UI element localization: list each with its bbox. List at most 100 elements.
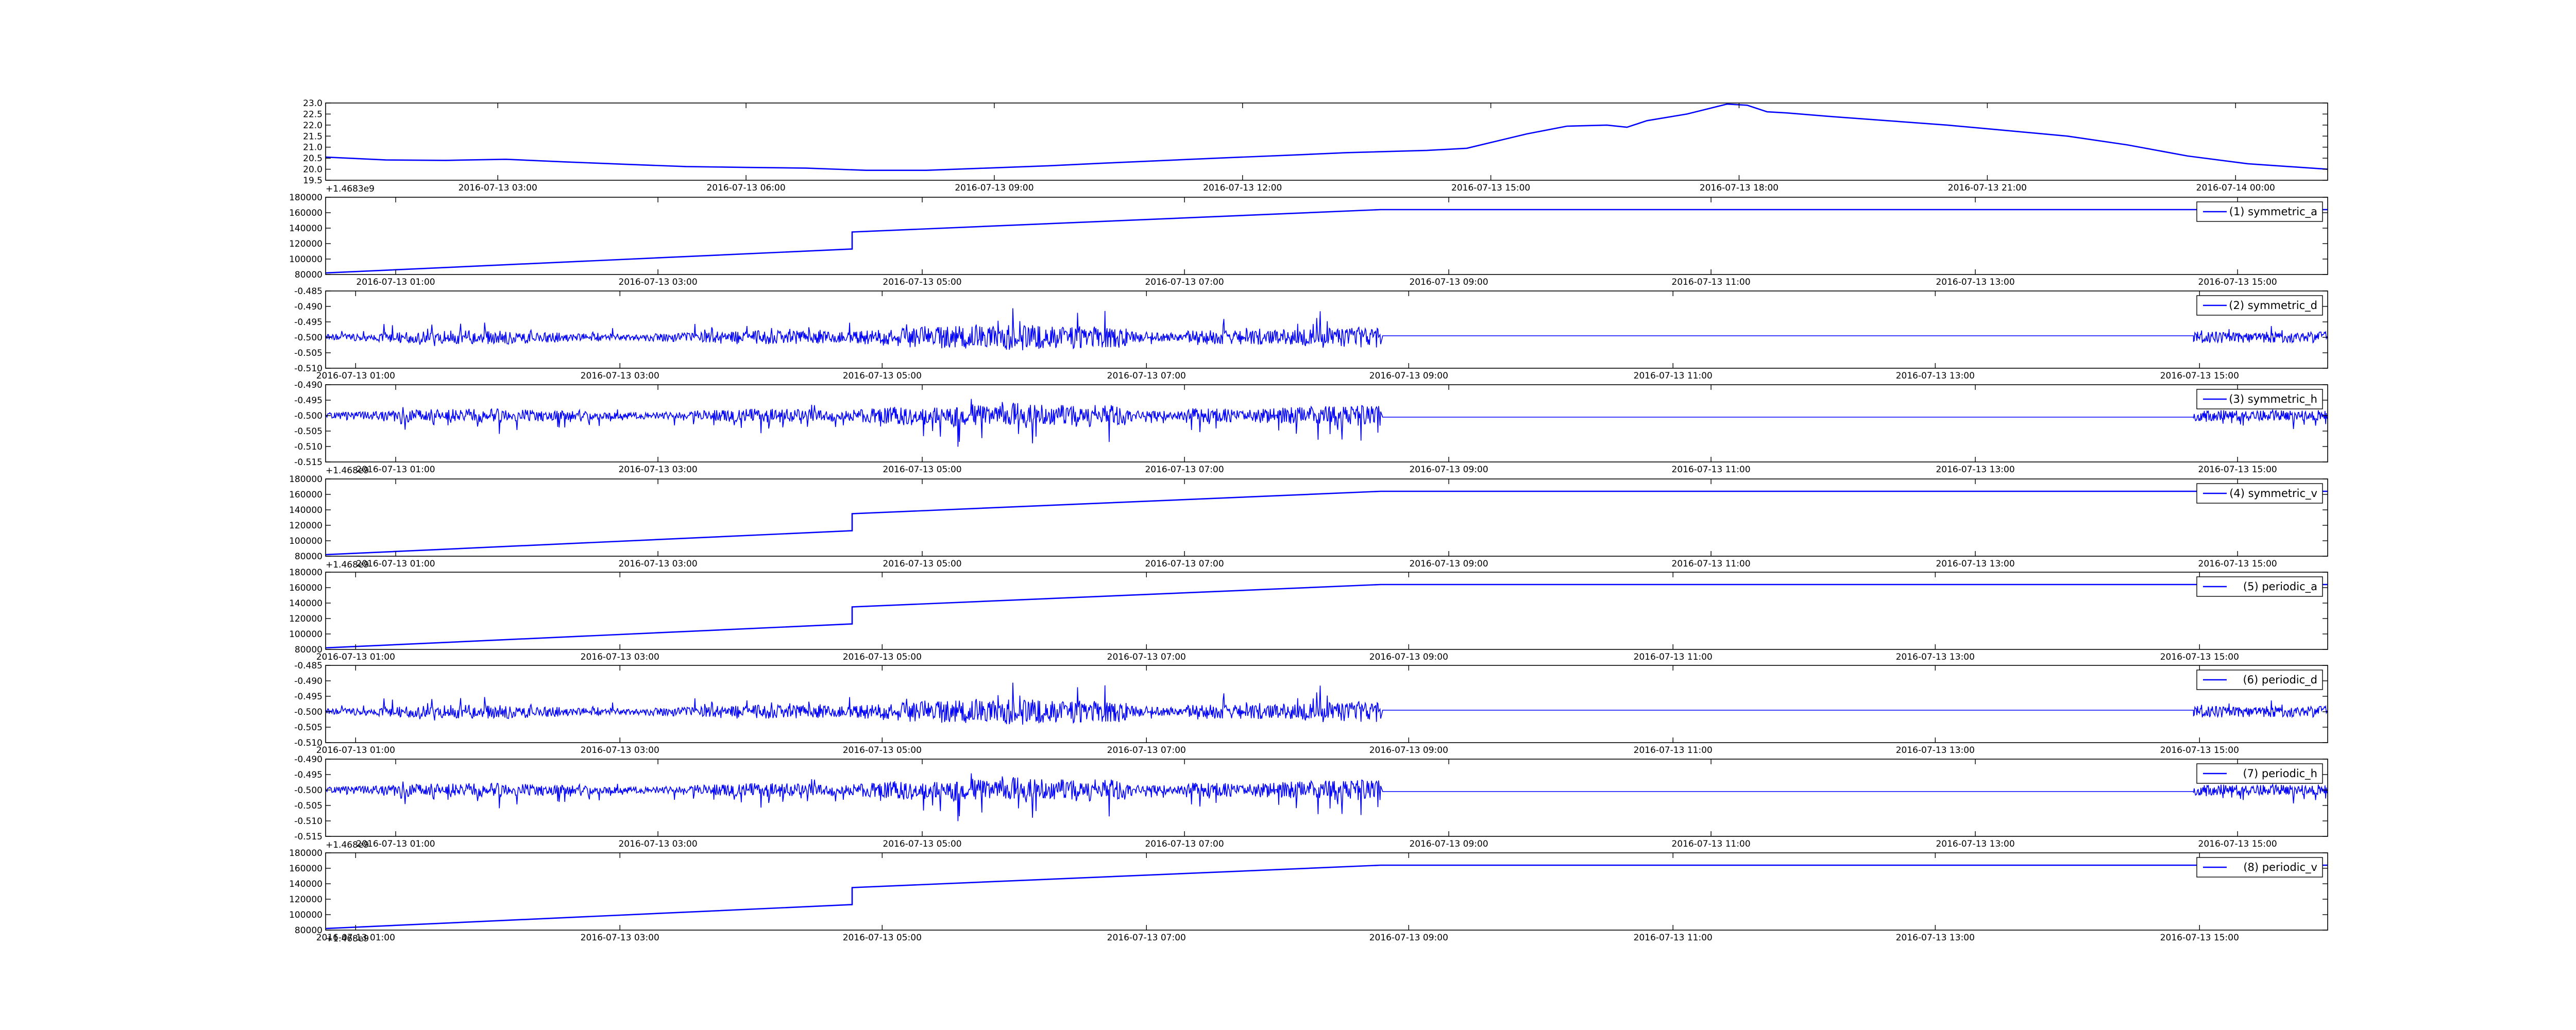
x-offset-label: +1.468e9 [326,934,369,944]
y-tick-label: -0.505 [294,801,323,811]
y-tick-label: 23.0 [303,98,323,109]
subplot-5: 180000 160000 140000 120000 100000 80000 2016-… [289,474,2328,570]
y-tick-label: 180000 [289,474,323,485]
y-tick-label: -0.490 [294,754,323,765]
legend: (7) periodic_h [2196,763,2323,784]
y-tick-label: 120000 [289,239,323,249]
x-tick-label: 2016-07-13 11:00 [1672,277,1751,287]
x-tick-label: 2016-07-13 01:00 [316,652,395,662]
y-tick-label: 160000 [289,490,323,500]
x-tick-label: 2016-07-13 15:00 [2198,465,2277,475]
series-line [325,308,2328,351]
x-tick-label: 2016-07-13 12:00 [1203,183,1282,193]
y-tick-label: -0.515 [294,832,323,842]
x-tick-label: 2016-07-13 06:00 [706,183,785,193]
x-tick-label: 2016-07-13 03:00 [581,745,659,756]
x-tick-label: 2016-07-13 05:00 [883,465,961,475]
x-tick-label: 2016-07-13 05:00 [843,371,922,381]
legend: (6) periodic_d [2196,670,2323,690]
legend-label: (7) periodic_h [2243,767,2317,780]
series-line [325,682,2328,725]
x-tick-label: 2016-07-13 13:00 [1896,745,1975,756]
legend: (8) periodic_v [2196,857,2323,878]
x-tick-label: 2016-07-13 18:00 [1700,183,1778,193]
legend-box [2196,389,2323,409]
subplot-9: 180000160000140000120000100000800002016-… [289,848,2328,944]
x-tick-label: 2016-07-13 15:00 [2198,839,2277,849]
x-tick-label: 2016-07-13 15:00 [2160,652,2239,662]
x-tick-label: 2016-07-13 07:00 [1145,839,1224,849]
x-tick-label: 2016-07-13 13:00 [1896,371,1975,381]
subplot-6: 180000160000140000120000100000800002016-… [289,568,2328,662]
subplot-7: -0.485-0.490-0.495-0.500-0.505-0.5102016… [294,661,2328,756]
subplot-stack: 23.022.5 22.021.521.020.520.019.5 2016-07-… [289,98,2328,944]
x-tick-label: 2016-07-13 03:00 [581,371,659,381]
legend: (4) symmetric_v [2196,483,2323,504]
y-tick-label: -0.515 [294,457,323,468]
x-tick-label: 2016-07-13 01:00 [356,277,435,287]
x-tick-label: 2016-07-13 09:00 [1369,652,1448,662]
y-tick-label: 140000 [289,505,323,516]
x-tick-label: 2016-07-13 09:00 [955,183,1033,193]
legend-label: (4) symmetric_v [2229,487,2317,500]
x-tick-label: 2016-07-13 15:00 [2198,277,2277,287]
y-tick-label: 80000 [295,552,323,562]
y-tick-label: 22.0 [303,121,323,131]
y-tick-label: 180000 [289,193,323,203]
y-tick-label: -0.500 [294,707,323,717]
x-tick-label: 2016-07-13 01:00 [356,839,435,849]
series-line [325,864,2328,930]
y-tick-label: 140000 [289,224,323,234]
x-tick-label: 2016-07-13 05:00 [883,277,961,287]
y-tick-label: -0.495 [294,692,323,702]
x-tick-label: 2016-07-13 15:00 [2160,371,2239,381]
y-tick-label: 180000 [289,848,323,859]
y-tick-label: -0.510 [294,442,323,452]
x-offset-label: +1.468e9 [326,466,369,476]
y-tick-label: 20.5 [303,153,323,164]
x-tick-label: 2016-07-13 11:00 [1634,745,1713,756]
legend-label: (2) symmetric_d [2229,299,2317,312]
axes-frame [325,384,2328,462]
x-tick-label: 2016-07-13 07:00 [1145,465,1224,475]
x-tick-label: 2016-07-13 09:00 [1409,277,1488,287]
x-tick-label: 2016-07-13 13:00 [1936,465,2014,475]
series-line [325,490,2328,556]
x-tick-label: 2016-07-13 09:00 [1369,933,1448,943]
y-tick-label: 120000 [289,895,323,905]
x-tick-label: 2016-07-13 07:00 [1145,559,1224,569]
legend: (5) periodic_a [2196,576,2323,597]
x-tick-label: 2016-07-13 13:00 [1896,652,1975,662]
x-tick-label: 2016-07-13 09:00 [1369,745,1448,756]
y-tick-label: 100000 [289,910,323,920]
y-tick-label: -0.485 [294,286,323,297]
x-tick-label: 2016-07-13 13:00 [1936,277,2014,287]
axes-frame [325,290,2328,369]
x-tick-label: 2016-07-13 09:00 [1409,839,1488,849]
axes-frame [325,197,2328,275]
y-tick-label: 22.5 [303,109,323,119]
x-tick-label: 2016-07-13 01:00 [316,371,395,381]
y-tick-label: 20.0 [303,165,323,175]
x-tick-label: 2016-07-13 11:00 [1634,933,1713,943]
y-tick-label: -0.490 [294,302,323,312]
x-tick-label: 2016-07-13 15:00 [1451,183,1530,193]
y-tick-label: 160000 [289,208,323,218]
x-tick-label: 2016-07-13 21:00 [1948,183,2027,193]
axes-frame [325,478,2328,557]
legend: (2) symmetric_d [2196,295,2323,316]
y-tick-label: 21.5 [303,131,323,142]
x-tick-label: 2016-07-13 15:00 [2160,933,2239,943]
y-tick-label: 100000 [289,254,323,265]
x-tick-label: 2016-07-13 05:00 [883,559,961,569]
axes-frame [325,852,2328,931]
y-tick-label: 120000 [289,521,323,531]
x-offset-label: +1.4683e9 [326,184,375,194]
x-tick-label: 2016-07-13 03:00 [618,559,697,569]
x-tick-label: 2016-07-13 03:00 [618,839,697,849]
y-tick-label: -0.510 [294,364,323,374]
y-tick-label: 80000 [295,270,323,280]
x-tick-label: 2016-07-13 07:00 [1145,277,1224,287]
x-tick-label: 2016-07-13 01:00 [316,745,395,756]
series-line [325,209,2328,274]
